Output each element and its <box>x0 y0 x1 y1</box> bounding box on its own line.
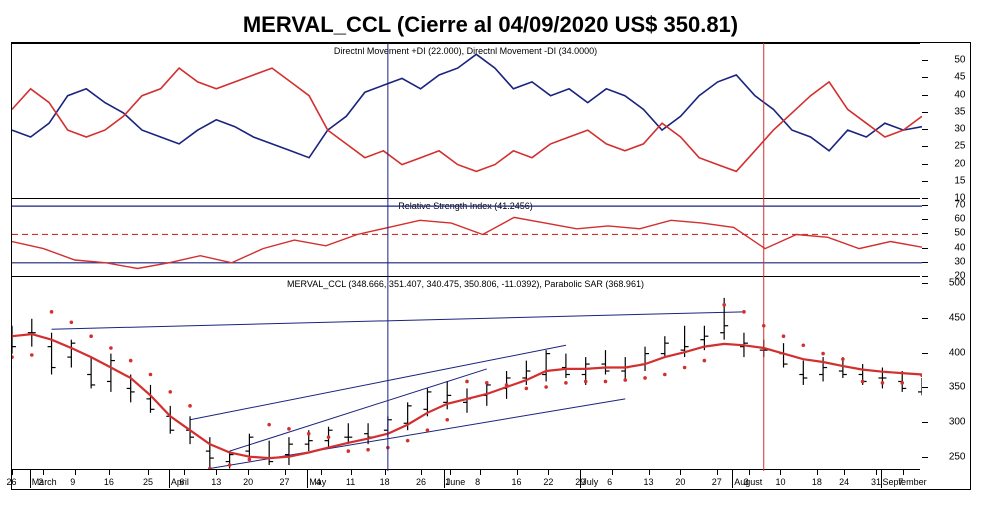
x-tick-label: 24 <box>839 477 849 487</box>
y-tick-label: 350 <box>949 382 966 393</box>
x-tick-label: 10 <box>775 477 785 487</box>
y-tick-label: 300 <box>949 417 966 428</box>
x-tick-label: 18 <box>380 477 390 487</box>
x-month-label: September <box>883 477 927 487</box>
y-tick-label: 20 <box>954 158 965 169</box>
x-tick-label: 8 <box>475 477 480 487</box>
x-tick-label: 16 <box>104 477 114 487</box>
x-tick-label: 27 <box>712 477 722 487</box>
y-tick-label: 40 <box>954 89 965 100</box>
x-tick-label: 20 <box>243 477 253 487</box>
y-tick-label: 30 <box>954 256 965 267</box>
panel-rsi: Relative Strength Index (41.2456) <box>12 198 920 276</box>
y-tick-label: 45 <box>954 72 965 83</box>
y-tick-label: 25 <box>954 141 965 152</box>
y-tick-label: 50 <box>954 55 965 66</box>
panel-price: MERVAL_CCL (348.666, 351.407, 340.475, 3… <box>12 276 920 471</box>
x-month-label: July <box>582 477 598 487</box>
y-tick-label: 40 <box>954 242 965 253</box>
x-month-label: May <box>309 477 326 487</box>
y-tick-label: 400 <box>949 347 966 358</box>
panel2-svg <box>12 199 922 277</box>
chart-title: MERVAL_CCL (Cierre al 04/09/2020 US$ 350… <box>10 4 971 42</box>
chart-container: MERVAL_CCL (Cierre al 04/09/2020 US$ 350… <box>0 0 981 513</box>
x-month-label: August <box>734 477 762 487</box>
panels-area: Directnl Movement +DI (22.000), Directnl… <box>11 42 971 490</box>
y-tick-label: 250 <box>949 452 966 463</box>
x-tick-label: 27 <box>280 477 290 487</box>
y-tick-label: 15 <box>954 175 965 186</box>
y-tick-label: 450 <box>949 312 966 323</box>
x-tick-label: 13 <box>211 477 221 487</box>
x-tick-label: 11 <box>346 477 355 487</box>
x-tick-label: 26 <box>7 477 17 487</box>
y-tick-label: 30 <box>954 124 965 135</box>
x-axis: 2629162561320274111826181622296132027310… <box>12 469 920 489</box>
x-tick-label: 26 <box>416 477 426 487</box>
x-month-label: June <box>446 477 466 487</box>
panel2-yaxis: 203040506070 <box>920 198 970 276</box>
x-tick-label: 9 <box>70 477 75 487</box>
x-tick-label: 31 <box>871 477 881 487</box>
x-tick-label: 18 <box>812 477 822 487</box>
y-tick-label: 500 <box>949 277 966 288</box>
x-tick-label: 6 <box>607 477 612 487</box>
y-tick-label: 70 <box>954 200 965 211</box>
panel3-yaxis: 250 300 350 400 450 500 <box>920 276 970 471</box>
panel-dmi: Directnl Movement +DI (22.000), Directnl… <box>12 43 920 198</box>
x-tick-label: 25 <box>143 477 153 487</box>
panel3-svg <box>12 277 922 472</box>
x-tick-label: 22 <box>543 477 553 487</box>
panel1-yaxis: 101520253035404550 <box>920 43 970 198</box>
x-month-label: March <box>32 477 57 487</box>
x-tick-label: 13 <box>644 477 654 487</box>
x-month-label: April <box>171 477 189 487</box>
y-tick-label: 35 <box>954 106 965 117</box>
y-tick-label: 50 <box>954 228 965 239</box>
x-tick-label: 16 <box>512 477 522 487</box>
panel1-svg <box>12 44 922 199</box>
y-tick-label: 60 <box>954 214 965 225</box>
x-tick-label: 20 <box>675 477 685 487</box>
